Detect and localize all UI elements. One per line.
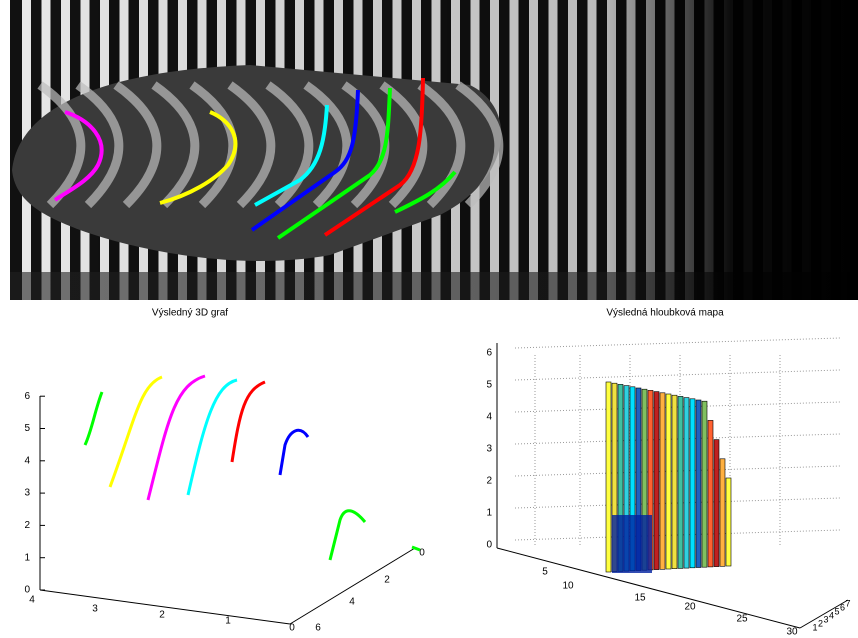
z-tick-label: 2 — [486, 476, 492, 487]
y-tick-label: 1 — [812, 622, 817, 632]
z-tick-label: 3 — [486, 444, 492, 455]
y-tick-label: 7 — [845, 598, 850, 608]
profile-curve — [250, 89, 360, 232]
z-tick-label: 5 — [486, 380, 492, 391]
depth-patch — [612, 515, 652, 573]
profile-curve — [394, 170, 457, 214]
x-tick-label: 4 — [29, 595, 35, 606]
grid-line — [514, 337, 841, 349]
profile-curve — [254, 104, 329, 207]
object-stripe — [113, 81, 162, 209]
object-stripe — [75, 81, 124, 209]
object-stripe — [37, 81, 86, 209]
axis — [496, 547, 801, 629]
plot-curve — [230, 380, 266, 463]
plot-curve — [328, 509, 367, 561]
axis — [799, 599, 849, 629]
grid-line — [514, 497, 841, 509]
x-tick-label: 25 — [736, 614, 748, 625]
z-tick-label: 0 — [24, 585, 30, 596]
x-tick-label: 2 — [159, 610, 165, 621]
depth-bar — [725, 477, 732, 567]
plot-title: Výsledný 3D graf — [152, 308, 228, 319]
right-plot: Výsledná hloubková mapa 0123456510152025… — [486, 308, 850, 638]
object-stripe — [151, 81, 200, 209]
depth-bar — [671, 394, 678, 570]
y-tick-label: 2 — [384, 575, 390, 586]
depth-bar — [665, 393, 672, 570]
x-tick-label: 1 — [225, 616, 231, 627]
plot-curve — [146, 374, 206, 501]
z-tick-label: 5 — [24, 423, 30, 434]
y-tick-label: 6 — [840, 602, 845, 612]
plot-curve — [186, 378, 238, 496]
grid-line — [514, 433, 841, 445]
plot-curve — [278, 428, 310, 476]
depth-bar — [659, 392, 666, 570]
plot-curve — [83, 391, 104, 446]
profile-curve — [53, 110, 104, 202]
profile-curve — [159, 110, 238, 205]
z-tick-label: 4 — [24, 455, 30, 466]
y-tick-label: 0 — [419, 548, 425, 559]
object-stripe — [417, 81, 466, 209]
grid-line — [514, 369, 841, 381]
x-tick-label: 5 — [542, 567, 548, 578]
stripe-photo — [10, 0, 858, 300]
z-tick-label: 3 — [24, 488, 30, 499]
left-plot: Výsledný 3D graf 0 1 2 3 4 5 6 4 3 2 1 0 0 2 4 6 — [24, 308, 425, 634]
z-tick-label: 0 — [486, 540, 492, 551]
profile-curve — [323, 77, 425, 237]
plot-curve — [411, 545, 421, 552]
object-stripe — [303, 81, 352, 209]
depth-bar — [695, 399, 702, 568]
z-tick-label: 6 — [24, 391, 30, 402]
depth-bar — [689, 398, 696, 569]
depth-bar — [701, 400, 708, 568]
depth-bar — [683, 397, 690, 569]
depth-bar — [707, 420, 714, 568]
object-stripe — [455, 81, 504, 209]
grid-line — [514, 465, 841, 477]
plot-title: Výsledná hloubková mapa — [606, 308, 724, 319]
z-tick-label: 1 — [486, 508, 492, 519]
object-stripe — [379, 81, 428, 209]
y-tick-label: 2 — [818, 618, 823, 628]
y-tick-label: 3 — [823, 614, 828, 624]
depth-bar — [677, 396, 684, 569]
depth-bar — [653, 391, 660, 570]
z-tick-label: 2 — [24, 520, 30, 531]
depth-bar — [719, 458, 726, 567]
x-tick-label: 0 — [289, 623, 295, 634]
x-tick-label: 15 — [634, 593, 646, 604]
object-stripe — [227, 81, 276, 209]
plot-curve — [108, 375, 163, 488]
depth-bar — [713, 439, 720, 567]
grid-line — [514, 401, 841, 413]
z-tick-label: 1 — [24, 552, 30, 563]
axis — [289, 547, 416, 625]
x-tick-label: 20 — [684, 602, 696, 613]
grid-line — [514, 529, 841, 541]
axis — [39, 589, 291, 625]
depth-bar — [605, 381, 612, 573]
y-tick-label: 6 — [315, 623, 321, 634]
y-tick-label: 4 — [349, 597, 355, 608]
z-tick-label: 6 — [486, 348, 492, 359]
profile-curve — [276, 87, 392, 240]
object-stripe — [265, 81, 314, 209]
z-tick-label: 4 — [486, 412, 492, 423]
y-tick-label: 4 — [829, 610, 834, 620]
x-tick-label: 3 — [92, 604, 98, 615]
x-tick-label: 10 — [562, 581, 574, 592]
x-tick-label: 30 — [786, 627, 798, 638]
object-stripe — [189, 81, 238, 209]
y-tick-label: 5 — [834, 606, 839, 616]
